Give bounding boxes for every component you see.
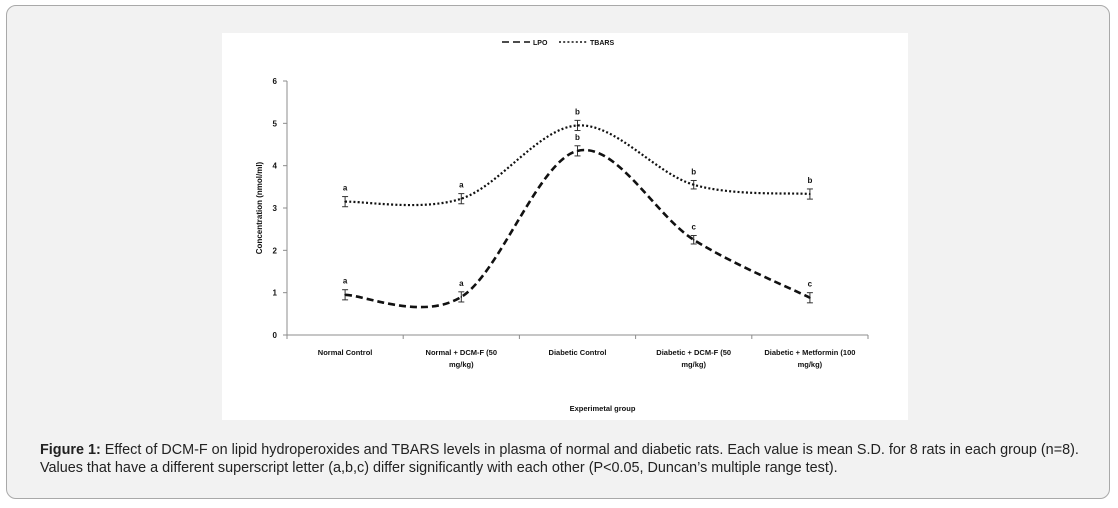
data-point-lpo-0 [344,293,346,296]
x-tick-label-1-1: mg/kg) [449,360,474,369]
significance-letter-lpo-3: c [691,223,696,232]
x-tick-label-3-1: mg/kg) [681,360,706,369]
figure-frame: 0 1 2 3 4 5 6 Normal Control Normal + DCM-F (50 m… [6,5,1110,499]
significance-letter-lpo-2: b [575,133,580,142]
data-point-lpo-2 [576,150,579,152]
x-tick-label-1-0: Normal + DCM-F (50 [426,348,497,357]
x-tick-label-4-0: Diabetic + Metformin (100 [764,348,855,357]
legend-label-tbars: TBARS [590,40,614,47]
y-tick-label-3: 3 [273,204,278,213]
y-tick-label-1: 1 [273,289,278,298]
significance-letter-lpo-4: c [808,280,813,289]
series-line-tbars [345,124,810,207]
x-tick-label-4-1: mg/kg) [798,360,823,369]
x-axis-title: Experimetal group [570,404,636,413]
data-point-tbars-1 [460,197,463,200]
series-line-lpo [345,148,811,309]
caption-text: Effect of DCM-F on lipid hydroperoxides … [40,442,1079,476]
data-point-tbars-3 [692,183,695,186]
significance-letter-lpo-1: a [459,279,464,288]
data-point-tbars-0 [344,200,346,203]
y-tick-label-0: 0 [273,331,278,340]
x-tick-label-0-0: Normal Control [318,348,373,357]
y-axis-title: Concentration (nmol/ml) [255,161,264,254]
y-tick-label-6: 6 [273,77,278,86]
y-tick-label-5: 5 [273,119,278,128]
legend-label-lpo: LPO [533,40,548,47]
data-point-lpo-3 [692,238,695,241]
data-point-tbars-2 [576,124,579,127]
data-point-lpo-4 [809,296,811,299]
significance-letter-lpo-0: a [343,277,348,286]
significance-letter-tbars-1: a [459,181,464,190]
caption-label: Figure 1: [40,442,101,458]
significance-letter-tbars-2: b [575,107,580,116]
significance-letter-tbars-4: b [807,176,812,185]
figure-caption: Figure 1: Effect of DCM-F on lipid hydro… [40,442,1100,477]
data-point-tbars-4 [809,193,811,195]
significance-letter-tbars-0: a [343,184,348,193]
y-tick-label-2: 2 [273,246,278,255]
data-point-lpo-1 [460,296,463,298]
y-tick-label-4: 4 [273,162,278,171]
chart-area: 0 1 2 3 4 5 6 Normal Control Normal + DCM-F (50 m… [222,33,908,420]
line-chart: 0 1 2 3 4 5 6 Normal Control Normal + DCM-F (50 m… [255,40,869,413]
x-tick-label-3-0: Diabetic + DCM-F (50 [656,348,731,357]
x-tick-label-2-0: Diabetic Control [549,348,607,357]
significance-letter-tbars-3: b [691,167,696,176]
